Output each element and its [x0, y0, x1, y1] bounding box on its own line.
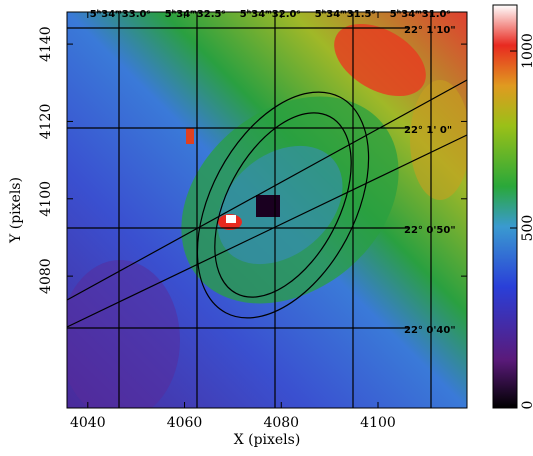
- colorbar: [492, 4, 518, 409]
- ra-label: 5ʰ34ᵐ32.0ˢ: [240, 9, 301, 20]
- dec-label: 22° 1'10": [404, 25, 456, 36]
- x-axis-label: X (pixels): [234, 432, 301, 448]
- y-tick-label: 4140: [38, 26, 54, 62]
- overlay: [66, 79, 468, 328]
- y-tick-label: 4120: [38, 104, 54, 140]
- x-tick-label: 4060: [167, 415, 203, 431]
- dec-label: 22° 1' 0": [404, 125, 452, 136]
- plot-frame: [66, 11, 468, 409]
- colorbar-tick-label: 1000: [520, 33, 533, 69]
- x-tick-label: 4080: [263, 415, 299, 431]
- y-tick-label: 4080: [38, 258, 54, 294]
- image: [67, 12, 467, 408]
- colorbar-tick-label: 0: [520, 401, 533, 410]
- dec-label: 22° 0'40": [404, 325, 456, 336]
- ra-label: 5ʰ34ᵐ32.5ˢ: [165, 9, 226, 20]
- x-tick-label: 4100: [360, 415, 396, 431]
- ra-label: 5ʰ34ᵐ31.0ˢ: [390, 9, 451, 20]
- x-tick-label: 4040: [70, 415, 106, 431]
- ra-label: 5ʰ34ᵐ33.0ˢ: [90, 9, 151, 20]
- wcs-grid: [67, 12, 432, 408]
- y-tick-label: 4100: [38, 181, 54, 217]
- dec-label: 22° 0'50": [404, 225, 456, 236]
- ra-label: 5ʰ34ᵐ31.5ˢ: [315, 9, 376, 20]
- y-axis-label: Y (pixels): [8, 177, 24, 244]
- colorbar-tick-label: 500: [520, 215, 533, 242]
